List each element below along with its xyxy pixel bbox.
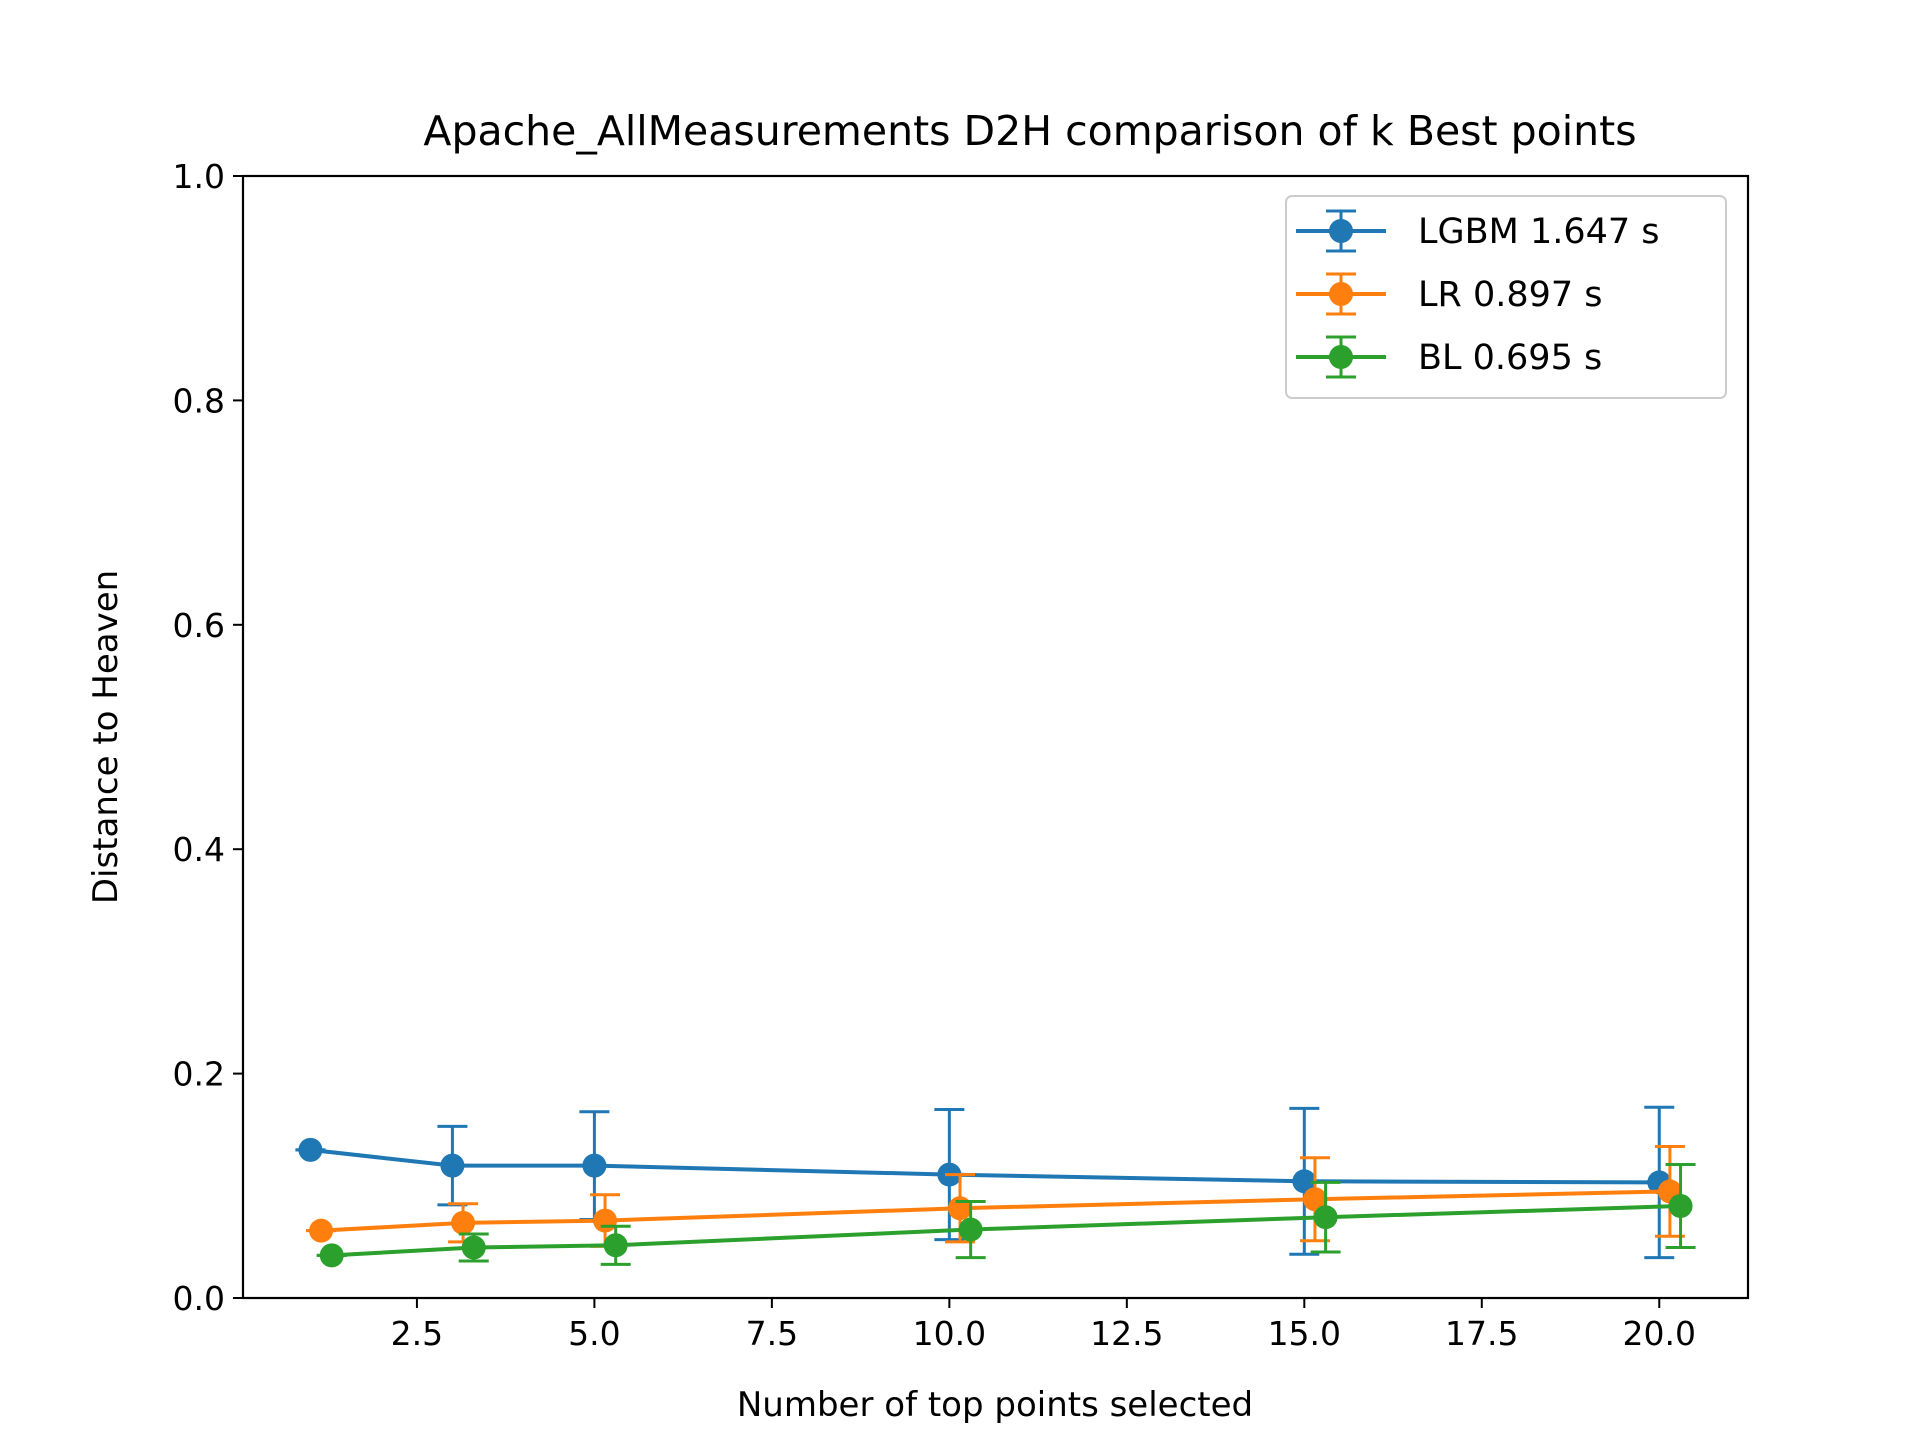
series-line: [320, 1189, 1670, 1233]
legend-item-1: LGBM 1.647 s: [1296, 209, 1660, 253]
data-point: [958, 1217, 983, 1242]
data-point: [1292, 1169, 1317, 1194]
y-axis-label: Distance to Heaven: [86, 570, 126, 904]
series-1: [295, 1105, 1675, 1260]
legend-marker: [1329, 219, 1353, 243]
data-point: [298, 1137, 323, 1162]
data-point: [948, 1196, 973, 1221]
y-tick-label: 0.8: [173, 381, 225, 420]
y-tick-label: 0.4: [173, 830, 225, 869]
plot-frame: [241, 174, 1750, 1300]
legend-label: BL 0.695 s: [1418, 338, 1602, 378]
legend-marker: [1329, 282, 1353, 306]
data-point: [1313, 1205, 1338, 1230]
x-tick-label: 20.0: [1623, 1314, 1696, 1353]
x-tick-label: 7.5: [746, 1314, 798, 1353]
plot-series: [295, 1105, 1696, 1268]
x-tick-label: 10.0: [913, 1314, 986, 1353]
data-point: [461, 1235, 486, 1260]
data-point: [319, 1243, 344, 1268]
legend-label: LGBM 1.647 s: [1418, 212, 1660, 252]
x-axis-ticks: 2.5 5.0 7.5 10.0 12.5 15.0 17.5 20.0: [391, 1298, 1696, 1353]
data-point: [451, 1210, 476, 1235]
x-tick-label: 12.5: [1090, 1314, 1163, 1353]
data-point: [309, 1218, 334, 1243]
series-3: [316, 1162, 1696, 1268]
legend-marker: [1329, 345, 1353, 369]
data-point: [440, 1153, 465, 1178]
data-point: [1668, 1193, 1693, 1218]
data-point: [582, 1153, 607, 1178]
data-point: [593, 1208, 618, 1233]
y-tick-label: 0.2: [173, 1055, 225, 1094]
legend-item-3: BL 0.695 s: [1296, 335, 1602, 379]
y-axis-ticks: 0.0 0.2 0.4 0.6 0.8 1.0: [173, 157, 243, 1318]
x-tick-label: 17.5: [1445, 1314, 1518, 1353]
legend-frame: [1285, 195, 1727, 399]
data-point: [1302, 1187, 1327, 1212]
chart-title: Apache_AllMeasurements D2H comparison of…: [423, 107, 1636, 155]
x-tick-label: 5.0: [568, 1314, 620, 1353]
y-tick-label: 0.6: [173, 606, 225, 645]
x-tick-label: 2.5: [391, 1314, 443, 1353]
x-axis-label: Number of top points selected: [737, 1385, 1253, 1425]
data-point: [603, 1233, 628, 1258]
series-line: [310, 1147, 1660, 1185]
x-tick-label: 15.0: [1268, 1314, 1341, 1353]
y-tick-label: 0.0: [173, 1279, 225, 1318]
y-tick-label: 1.0: [173, 157, 225, 196]
legend: LGBM 1.647 s LR 0.897 s BL 0.695 s: [1285, 195, 1727, 399]
legend-item-2: LR 0.897 s: [1296, 272, 1603, 316]
legend-label: LR 0.897 s: [1418, 275, 1603, 315]
series-line: [331, 1203, 1681, 1258]
